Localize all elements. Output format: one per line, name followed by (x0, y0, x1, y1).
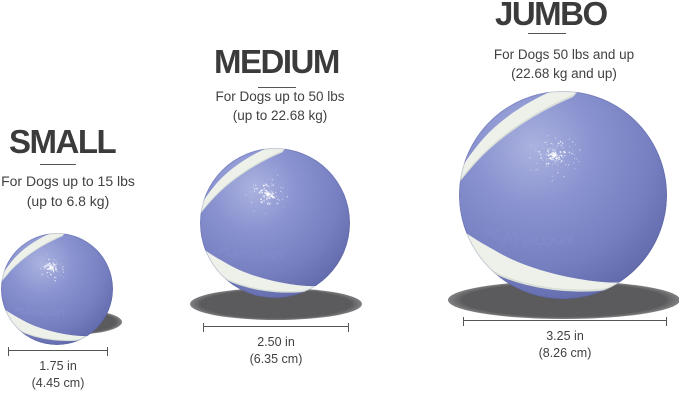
svg-text:®: ® (0, 230, 3, 234)
svg-text:®: ® (198, 144, 202, 149)
svg-text:®: ® (457, 86, 462, 93)
